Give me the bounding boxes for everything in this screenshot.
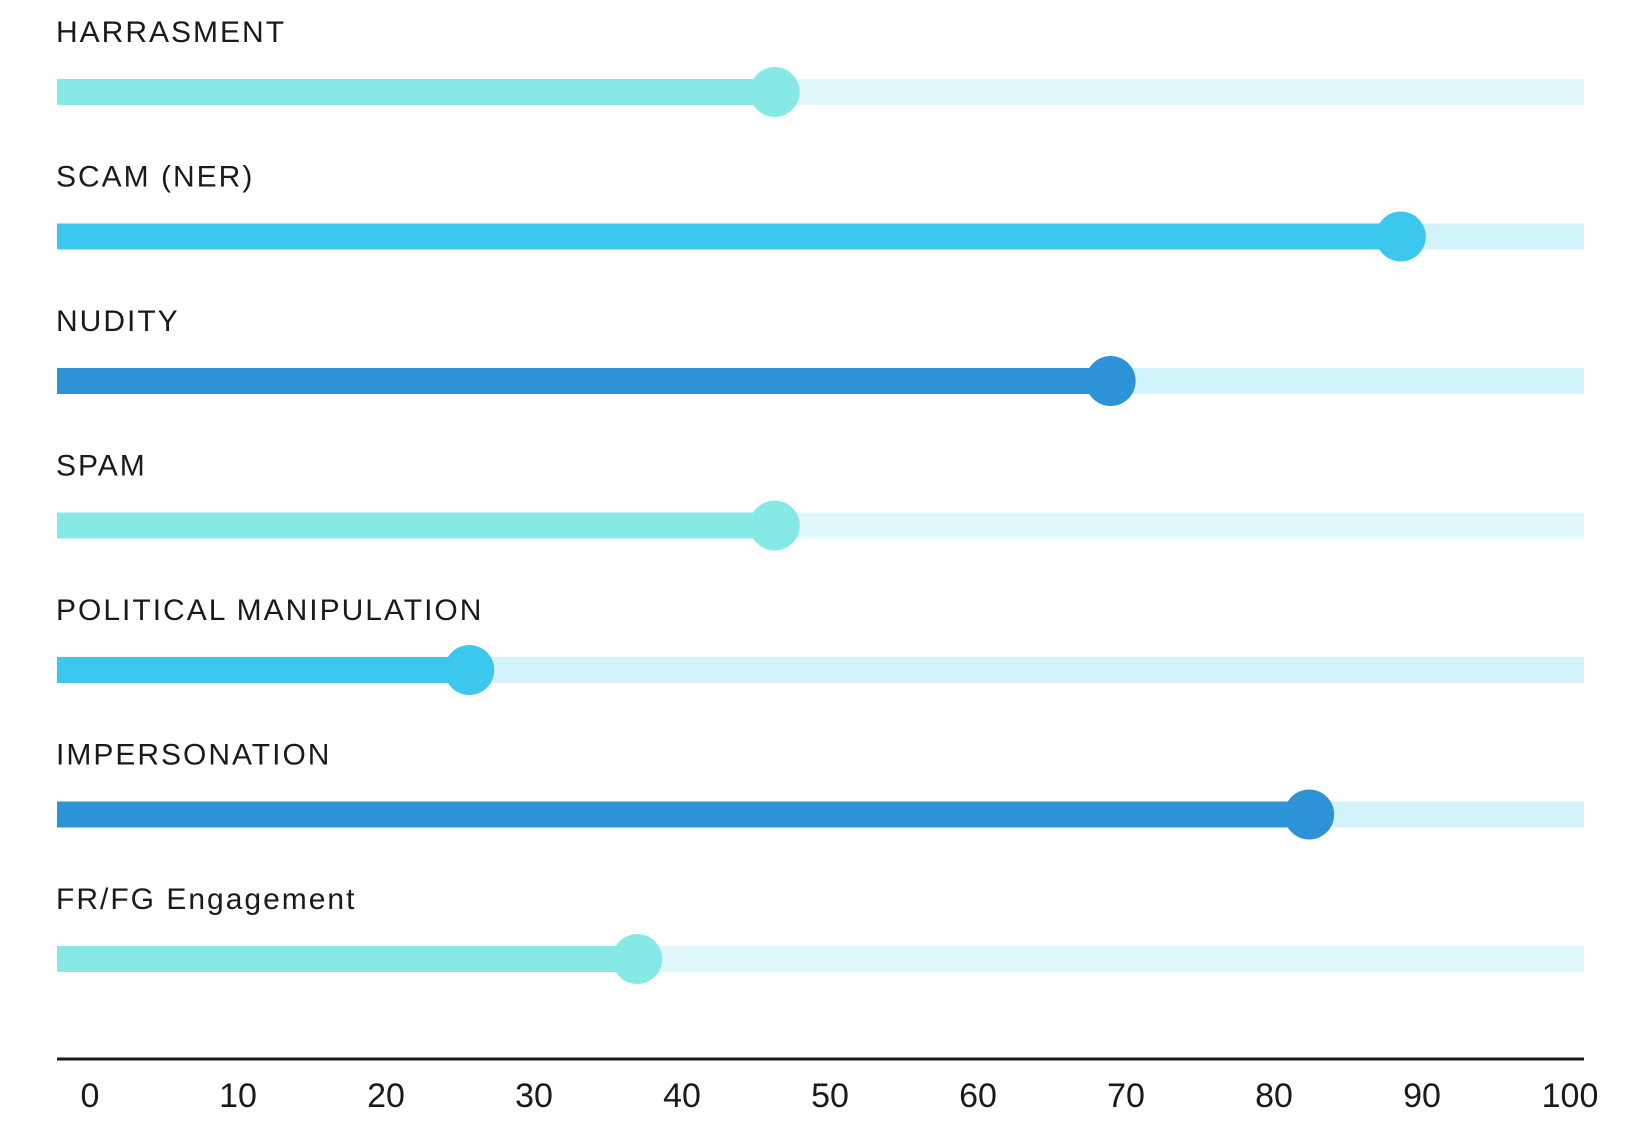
slider-knob	[1284, 789, 1335, 840]
x-tick-label: 20	[367, 1077, 405, 1115]
row-label: SPAM	[56, 449, 147, 482]
x-tick-label: 0	[81, 1077, 100, 1115]
slider-row: NUDITY	[56, 305, 1584, 406]
x-tick-label: 40	[663, 1077, 701, 1115]
x-axis-ticks: 0 10 20 30 40 50 60 70 80 90 100	[81, 1077, 1599, 1115]
x-tick-label: 100	[1542, 1077, 1599, 1115]
slider-fill-bar	[57, 368, 1111, 394]
x-tick-label: 30	[515, 1077, 553, 1115]
x-tick-label: 90	[1403, 1077, 1441, 1115]
row-label: FR/FG Engagement	[56, 883, 356, 916]
slider-knob	[612, 934, 663, 984]
row-label: SCAM (NER)	[56, 160, 254, 193]
slider-row: SCAM (NER)	[56, 160, 1584, 262]
slider-row: SPAM	[56, 449, 1584, 551]
x-tick-label: 60	[959, 1077, 997, 1115]
slider-knob	[444, 645, 495, 695]
slider-row: IMPERSONATION	[56, 738, 1584, 840]
slider-row: HARRASMENT	[56, 16, 1584, 117]
row-label: HARRASMENT	[56, 16, 286, 49]
x-tick-label: 80	[1255, 1077, 1293, 1115]
row-label: POLITICAL MANIPULATION	[56, 594, 483, 627]
slider-fill-bar	[57, 801, 1310, 828]
x-tick-label: 50	[811, 1077, 849, 1115]
slider-knob	[1085, 356, 1136, 406]
slider-fill-bar	[57, 946, 638, 972]
row-label: IMPERSONATION	[56, 738, 331, 771]
slider-row: POLITICAL MANIPULATION	[56, 594, 1584, 695]
slider-fill-bar	[57, 512, 775, 539]
slider-knob	[749, 500, 800, 551]
slider-fill-bar	[57, 79, 775, 105]
slider-row: FR/FG Engagement	[56, 883, 1584, 984]
slider-fill-bar	[57, 657, 470, 683]
x-tick-label: 70	[1107, 1077, 1145, 1115]
row-label: NUDITY	[56, 305, 180, 338]
slider-knob	[749, 67, 800, 117]
x-tick-label: 10	[219, 1077, 257, 1115]
slider-knob	[1375, 211, 1426, 262]
slider-fill-bar	[57, 223, 1401, 250]
